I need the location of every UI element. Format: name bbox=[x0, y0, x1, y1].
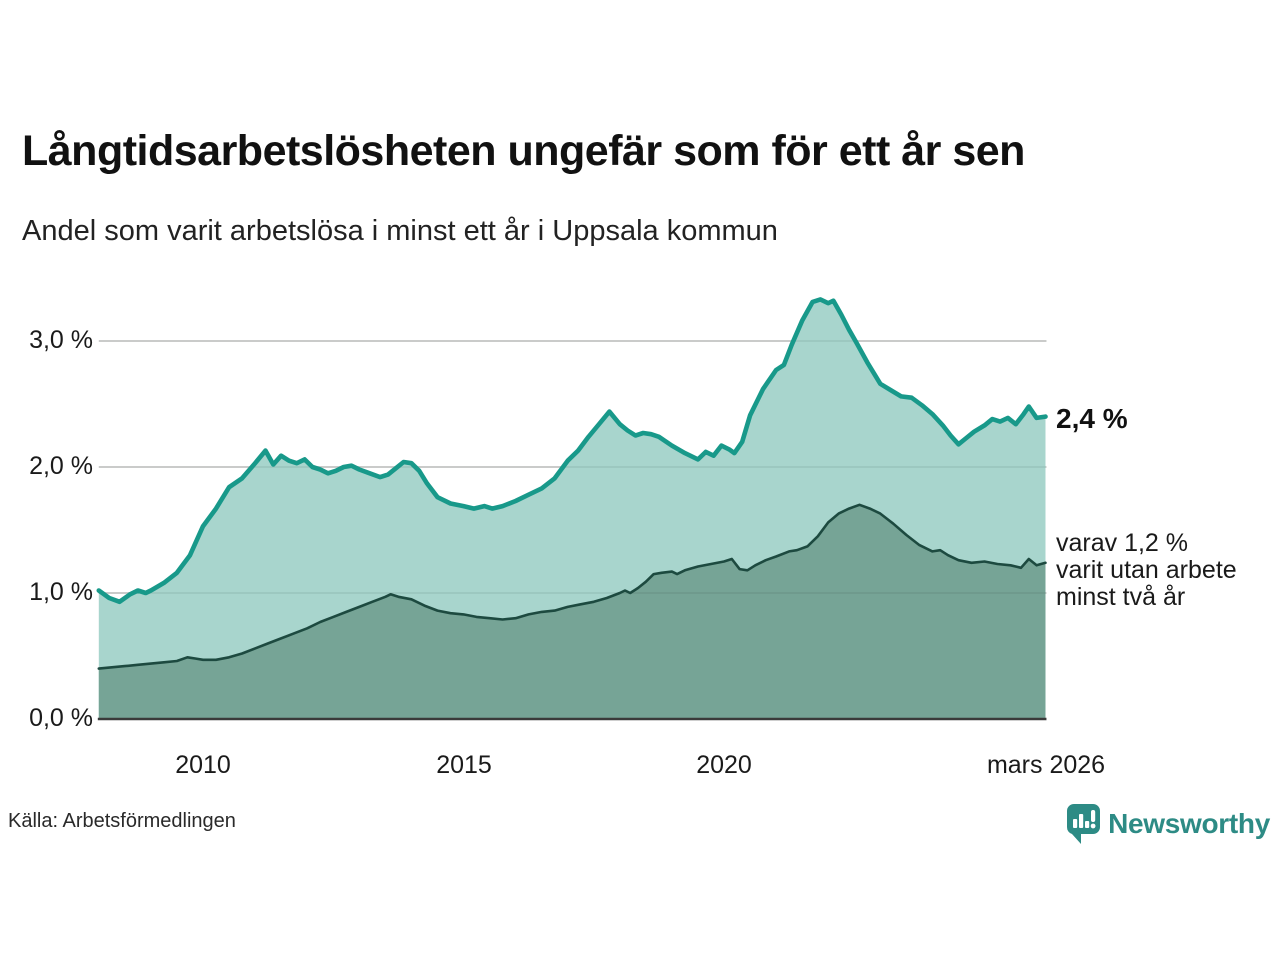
page-title: Långtidsarbetslösheten ungefär som för e… bbox=[22, 127, 1025, 175]
annotation-line-3: minst två år bbox=[1056, 583, 1186, 611]
annotation-line-1: varav 1,2 % bbox=[1056, 529, 1189, 557]
x-tick-2015: 2015 bbox=[436, 751, 492, 779]
y-tick-3: 3,0 % bbox=[29, 325, 93, 354]
newsworthy-logo: Newsworthy bbox=[1066, 803, 1270, 845]
y-tick-1: 1,0 % bbox=[29, 577, 93, 606]
x-tick-2010: 2010 bbox=[175, 751, 231, 779]
newsworthy-wordmark: Newsworthy bbox=[1108, 808, 1270, 839]
source-attribution: Källa: Arbetsförmedlingen bbox=[8, 810, 236, 832]
x-tick-2020: 2020 bbox=[696, 751, 752, 779]
y-tick-0: 0,0 % bbox=[29, 703, 93, 732]
series-end-value-label: 2,4 % bbox=[1056, 403, 1128, 434]
newsworthy-bubble-chart-icon bbox=[1067, 804, 1101, 844]
y-tick-2: 2,0 % bbox=[29, 451, 93, 480]
two-year-series-annotation: varav 1,2 % varit utan arbete minst två … bbox=[1056, 530, 1237, 611]
annotation-line-2: varit utan arbete bbox=[1056, 556, 1237, 584]
x-tick-mars-2026: mars 2026 bbox=[986, 751, 1106, 779]
chart-subtitle: Andel som varit arbetslösa i minst ett å… bbox=[22, 215, 778, 247]
